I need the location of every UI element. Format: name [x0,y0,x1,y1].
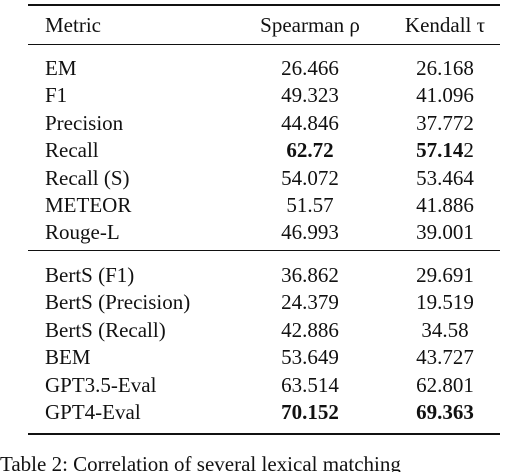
header-cell: Spearman ρ [260,13,360,37]
table-cell: Precision [45,110,124,135]
table-cell: 41.886 [416,193,474,217]
table-cell: METEOR [45,193,132,217]
table-cell: Recall (S) [45,165,130,190]
table-cell: 34.58 [421,317,469,342]
table-cell: 53.649 [281,345,339,370]
table-cell: BertS (F1) [45,263,135,287]
table-cell: BertS (Recall) [45,317,166,342]
table-cell: BertS (Precision) [45,290,191,315]
table-cell: 53.464 [416,165,474,190]
table-cell: 70.152 [281,400,339,424]
bottom-rule [28,433,500,435]
table-cell: 57.142 [416,138,474,162]
cell-text: 69.363 [416,400,474,424]
table-cell: 37.772 [416,110,474,135]
table-cell: 29.691 [416,263,474,287]
table-cell: 44.846 [281,110,339,135]
table-cell: 26.466 [281,56,339,80]
table-cell: Rouge-L [45,220,120,245]
group-rule [28,250,500,251]
table-cell: GPT3.5-Eval [45,372,157,397]
table-cell: 19.519 [416,290,474,315]
table-cell: 62.72 [286,138,333,162]
table-cell: F1 [45,83,68,108]
table-cell: 26.168 [416,56,474,80]
table-cell: GPT4-Eval [45,400,141,424]
table-cell: 43.727 [416,345,474,370]
table-cell: 63.514 [281,372,339,397]
table-cell: 36.862 [281,263,339,287]
table-cell: 46.993 [281,220,339,245]
table-cell: 24.379 [281,290,339,315]
table-cell: 39.001 [416,220,474,245]
table-cell: 69.363 [416,400,474,424]
cell-part: 2 [463,138,474,163]
cell-text: 62.72 [286,138,334,163]
table-cell: BEM [45,345,91,370]
top-rule [28,4,500,6]
header-cell: Metric [45,13,101,37]
cell-text: 70.152 [281,400,339,424]
table-cell: 54.072 [281,165,339,190]
table-cell: EM [45,56,77,80]
table-cell: 42.886 [281,317,339,342]
table-cell: 51.57 [286,193,334,217]
table-cell: Recall [45,138,99,163]
header-rule [28,44,500,45]
table-cell: 49.323 [281,83,339,108]
cell-part: 57.14 [416,138,464,163]
caption: Table 2: Correlation of several lexical … [0,452,401,472]
header-cell: Kendall τ [404,13,486,37]
table-cell: 41.096 [416,83,474,108]
table-cell: 62.801 [416,372,474,397]
